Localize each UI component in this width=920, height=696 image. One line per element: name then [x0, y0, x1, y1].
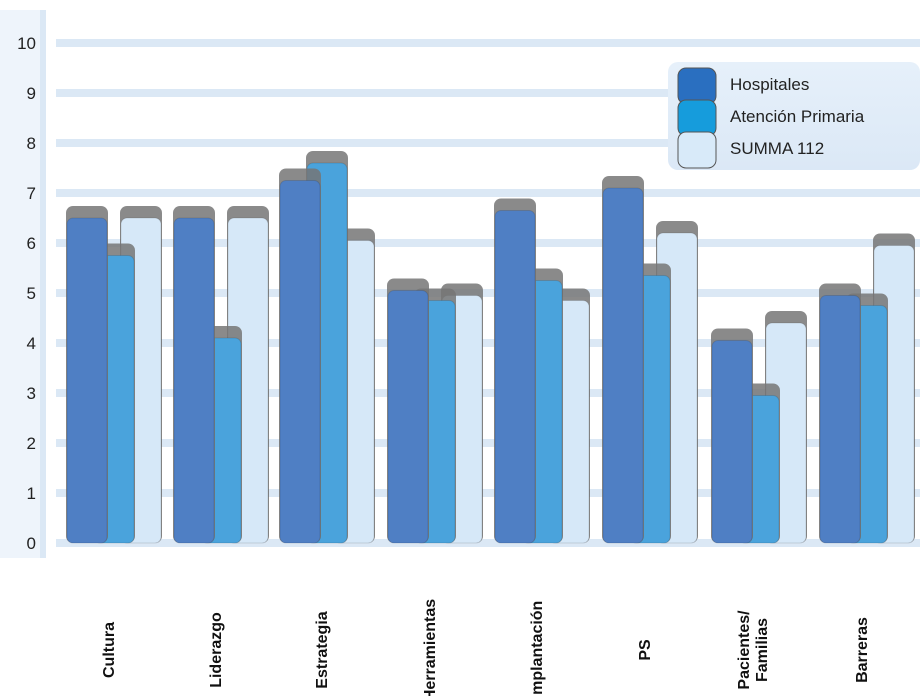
category-label: Barreras: [854, 617, 871, 683]
y-tick-label: 1: [27, 484, 36, 503]
legend-label: SUMMA 112: [730, 139, 824, 158]
legend: Hospitales Atención Primaria SUMMA 112: [668, 62, 920, 170]
bar-hospitales: [66, 217, 108, 544]
gridlines: [56, 39, 920, 547]
legend-label: Atención Primaria: [730, 107, 865, 126]
bar-hospitales: [173, 217, 215, 544]
bar-hospitales: [387, 290, 429, 544]
gridline: [56, 89, 920, 97]
y-tick-label: 10: [17, 34, 36, 53]
gridline: [56, 539, 920, 547]
gridline: [56, 339, 920, 347]
y-tick-label: 9: [27, 84, 36, 103]
gridline: [56, 189, 920, 197]
legend-swatch: [677, 131, 717, 169]
legend-box: [668, 62, 920, 170]
y-tick-label: 0: [27, 534, 36, 553]
bar-hospitales: [711, 340, 753, 544]
gridline: [56, 389, 920, 397]
y-tick-label: 8: [27, 134, 36, 153]
category-label: Pacientes/Familias: [736, 610, 771, 690]
gridline: [56, 439, 920, 447]
legend-swatch: [677, 99, 717, 137]
y-axis-panel: [0, 10, 44, 558]
category-label: Cultura: [101, 622, 118, 678]
gridline: [56, 289, 920, 297]
bar-hospitales: [602, 187, 644, 544]
category-label: PS: [637, 639, 654, 661]
y-tick-label: 6: [27, 234, 36, 253]
bar-hospitales: [494, 210, 536, 544]
category-label: Estrategia: [314, 611, 331, 688]
y-tick-label: 7: [27, 184, 36, 203]
y-axis: 0 1 2 3 4 5 6 7 8 9 10: [0, 10, 46, 558]
y-axis-line: [40, 10, 46, 558]
category-label: Liderazgo: [208, 612, 225, 688]
legend-swatch: [677, 67, 717, 105]
gridline: [56, 39, 920, 47]
category-label: Herramientas: [422, 599, 439, 696]
gridline: [56, 239, 920, 247]
y-tick-label: 3: [27, 384, 36, 403]
category-label: Implantación: [529, 601, 546, 696]
y-tick-label: 2: [27, 434, 36, 453]
gridline: [56, 139, 920, 147]
y-tick-label: 5: [27, 284, 36, 303]
legend-label: Hospitales: [730, 75, 809, 94]
bars: [66, 151, 915, 544]
y-tick-label: 4: [27, 334, 36, 353]
bar-hospitales: [819, 295, 861, 544]
bar-hospitales: [279, 180, 321, 544]
gridline: [56, 489, 920, 497]
x-axis-labels: Cultura Liderazgo Estrategia Herramientas Im…: [101, 599, 871, 696]
